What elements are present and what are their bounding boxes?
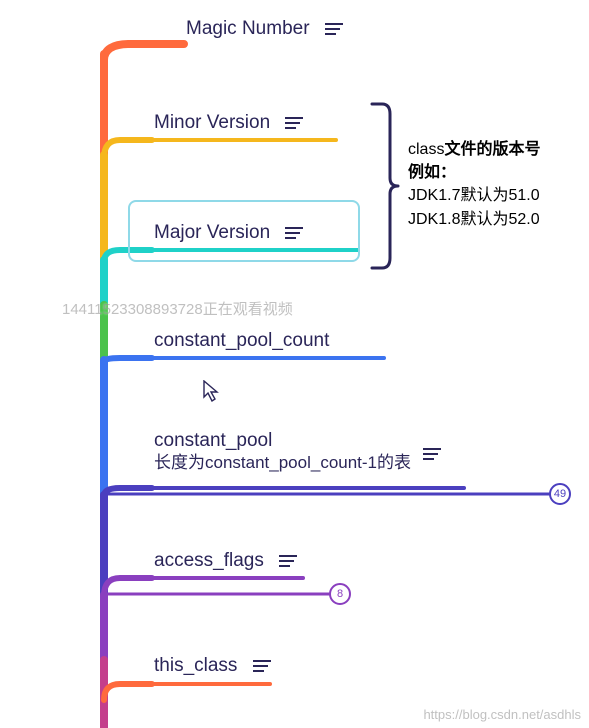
annotation-line4: JDK1.8默认为52.0: [408, 211, 540, 228]
watermark-source: https://blog.csdn.net/asdhls: [423, 707, 581, 722]
annotation-line1-prefix: class: [408, 141, 444, 158]
node-label: constant_pool_count: [154, 330, 329, 351]
node-label: constant_pool: [154, 430, 272, 451]
node-subtitle: 长度为constant_pool_count-1的表: [154, 453, 411, 472]
node-major-version[interactable]: Major Version: [154, 222, 303, 244]
annotation-line2: 例如：: [408, 164, 456, 181]
node-this-class[interactable]: this_class: [154, 655, 271, 677]
child-count-badge[interactable]: 49: [549, 483, 571, 505]
node-label: access_flags: [154, 550, 264, 571]
watermark-overlay: 14411523308893728正在观看视频: [62, 298, 293, 319]
node-magic-number[interactable]: Magic Number: [186, 18, 343, 40]
node-access-flags[interactable]: access_flags: [154, 550, 297, 572]
annotation-line3: JDK1.7默认为51.0: [408, 187, 540, 204]
badge-value: 8: [337, 588, 343, 600]
notes-icon: [253, 660, 271, 672]
node-label: this_class: [154, 655, 237, 676]
node-constant-pool[interactable]: constant_pool 长度为constant_pool_count-1的表: [154, 430, 411, 475]
node-constant-pool-count[interactable]: constant_pool_count: [154, 330, 329, 352]
notes-icon: [285, 227, 303, 239]
child-count-badge[interactable]: 8: [329, 583, 351, 605]
version-annotation: class文件的版本号 例如： JDK1.7默认为51.0 JDK1.8默认为5…: [408, 138, 540, 231]
node-label: Magic Number: [186, 18, 310, 39]
cursor-icon: [203, 380, 223, 409]
node-label: Major Version: [154, 222, 270, 243]
notes-icon: [279, 555, 297, 567]
badge-value: 49: [554, 488, 566, 500]
node-label: Minor Version: [154, 112, 270, 133]
notes-icon: [325, 23, 343, 35]
notes-icon: [423, 448, 441, 460]
notes-icon: [285, 117, 303, 129]
node-minor-version[interactable]: Minor Version: [154, 112, 303, 134]
annotation-line1-bold: 文件的版本号: [444, 141, 540, 158]
